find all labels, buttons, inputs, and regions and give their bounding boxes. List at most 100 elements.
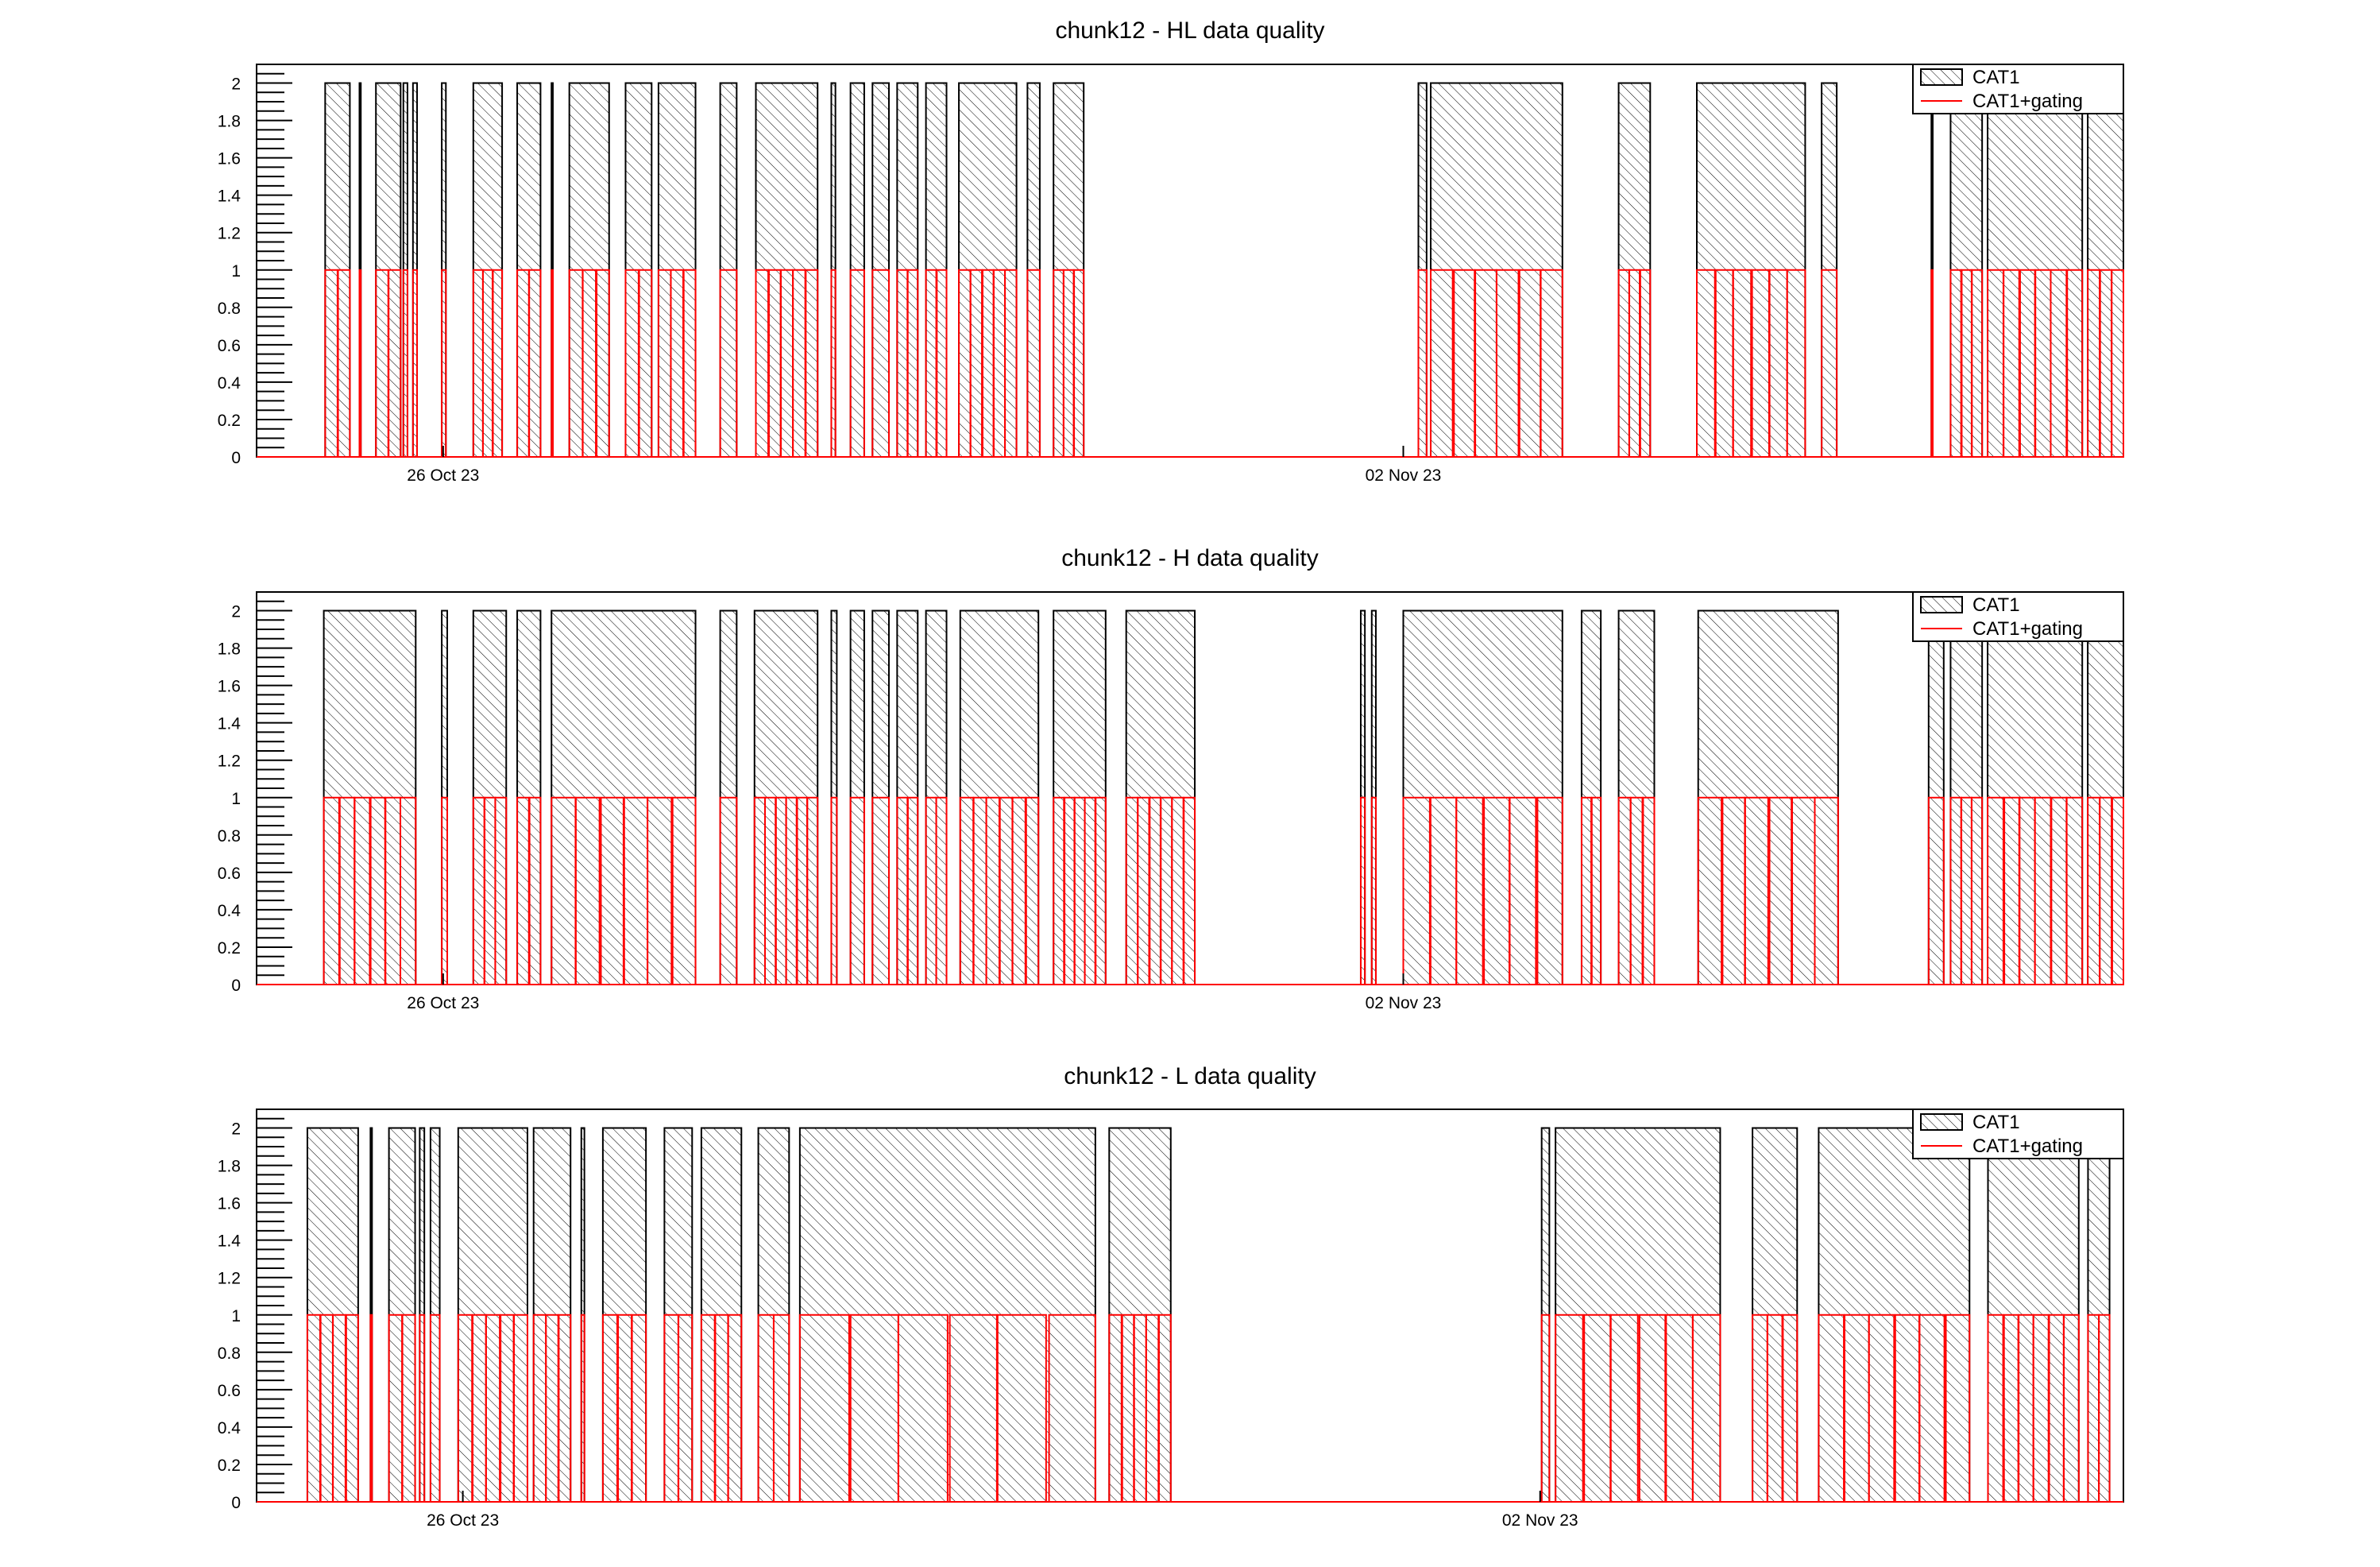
legend-label-cat1: CAT1 xyxy=(1972,67,2020,88)
y-tick-label: 2 xyxy=(231,75,241,94)
y-tick-label: 1.6 xyxy=(218,1195,241,1213)
gating-segment xyxy=(1691,1314,1721,1503)
gating-segment xyxy=(1073,269,1085,458)
gating-segment xyxy=(1455,796,1484,985)
gating-segment xyxy=(1430,269,1454,458)
y-tick-label: 0 xyxy=(231,449,241,467)
gating-segment xyxy=(2063,1314,2080,1503)
panel-h: chunk12 - H data quality 0 0.2 0.4 0.6 0.8 1 1… xyxy=(218,545,2124,1012)
gating-segment xyxy=(772,1314,790,1503)
gating-segment xyxy=(358,269,362,458)
gating-segment xyxy=(805,269,819,458)
gating-segment xyxy=(2111,796,2124,985)
legend-label-gating: CAT1+gating xyxy=(1972,91,2083,112)
y-tick-label: 0.4 xyxy=(218,374,241,393)
y-tick-label: 0.8 xyxy=(218,300,241,318)
gating-segment xyxy=(849,796,865,985)
gating-segment xyxy=(419,1314,426,1503)
gating-segment xyxy=(1786,269,1806,458)
gating-segment xyxy=(1970,796,1984,985)
gating-segment xyxy=(1095,796,1107,985)
gating-segment xyxy=(528,269,542,458)
panel-hl: chunk12 - HL data quality 0 0.2 0.4 0.6 0.8 1… xyxy=(218,17,2125,485)
y-tick-label: 1.2 xyxy=(218,1270,241,1288)
gating-segment xyxy=(580,1314,585,1503)
gating-segment xyxy=(1359,796,1366,985)
gating-segment xyxy=(601,1314,618,1503)
gating-segment xyxy=(1814,796,1839,985)
gating-segment xyxy=(897,1314,949,1503)
gating-segment xyxy=(2111,269,2125,458)
gating-segment xyxy=(638,269,653,458)
gating-segment xyxy=(1026,269,1041,458)
gating-segment xyxy=(1025,796,1040,985)
y-tick-label: 1.4 xyxy=(218,715,241,733)
gating-segment xyxy=(1540,269,1563,458)
gating-segment xyxy=(2065,796,2084,985)
gating-segment xyxy=(558,1314,572,1503)
y-tick-label: 0.8 xyxy=(218,827,241,845)
gating-segment xyxy=(1927,796,1945,985)
x-tick-label: 02 Nov 23 xyxy=(1366,994,1442,1012)
gating-segment xyxy=(1945,1314,1971,1503)
gating-segment xyxy=(1697,796,1723,985)
y-tick-label: 1.8 xyxy=(218,640,241,659)
gating-segment xyxy=(996,1314,1047,1503)
legend-label-gating: CAT1+gating xyxy=(1972,618,2083,640)
gating-segment xyxy=(1402,796,1431,985)
y-tick-label: 1.6 xyxy=(218,150,241,168)
gating-segment xyxy=(411,269,419,458)
gating-segment xyxy=(369,1314,373,1503)
gating-segment xyxy=(1509,796,1537,985)
gating-segment xyxy=(1987,796,2004,985)
gating-segment xyxy=(492,269,504,458)
gating-segment xyxy=(871,269,890,458)
gating-segment xyxy=(1868,1314,1895,1503)
legend-hatch-swatch xyxy=(1920,68,1963,86)
y-tick-label: 0 xyxy=(231,977,241,995)
gating-segment xyxy=(1918,1314,1945,1503)
gating-segment xyxy=(2066,269,2084,458)
legend-hatch-swatch xyxy=(1920,1113,1963,1131)
gating-segment xyxy=(1536,796,1563,985)
gating-segment xyxy=(719,796,738,985)
panel-l: chunk12 - L data quality 0 0.2 0.4 0.6 0.8 1 1… xyxy=(218,1063,2124,1530)
gating-segment xyxy=(682,269,697,458)
gating-segment xyxy=(1370,796,1377,985)
gating-segment xyxy=(1744,796,1769,985)
gating-segment xyxy=(1495,269,1520,458)
gating-segment xyxy=(1638,1314,1667,1503)
gating-segment xyxy=(871,796,890,985)
gating-segment xyxy=(1157,1314,1172,1503)
gating-segment xyxy=(1540,1314,1551,1503)
x-tick-label: 26 Oct 23 xyxy=(427,1511,499,1530)
gating-segment xyxy=(574,796,601,985)
gating-segment xyxy=(2098,1314,2111,1503)
gating-segment xyxy=(1696,269,1716,458)
legend-label-cat1: CAT1 xyxy=(1972,594,2020,616)
gating-segment xyxy=(1930,269,1934,458)
gating-segment xyxy=(1732,269,1752,458)
gating-segment xyxy=(906,269,919,458)
y-tick-label: 0.2 xyxy=(218,939,241,958)
gating-segment xyxy=(830,796,838,985)
gating-segment xyxy=(1639,269,1652,458)
gating-segment xyxy=(1821,269,1838,458)
x-tick-label: 26 Oct 23 xyxy=(407,994,479,1012)
legend-hatch-swatch xyxy=(1920,596,1963,613)
y-tick-label: 2 xyxy=(231,603,241,621)
y-tick-label: 0.4 xyxy=(218,1419,241,1437)
gating-segment xyxy=(429,1314,441,1503)
gating-segment xyxy=(906,796,919,985)
gating-segment xyxy=(806,796,819,985)
y-tick-label: 1.6 xyxy=(218,678,241,696)
y-tick-label: 1.8 xyxy=(218,113,241,131)
gating-segment xyxy=(798,1314,850,1503)
gating-segment xyxy=(1971,269,1984,458)
gating-segment xyxy=(2003,269,2020,458)
gating-segment xyxy=(1417,269,1428,458)
y-tick-label: 1 xyxy=(231,262,241,281)
gating-segment xyxy=(400,796,417,985)
gating-segment xyxy=(678,1314,694,1503)
